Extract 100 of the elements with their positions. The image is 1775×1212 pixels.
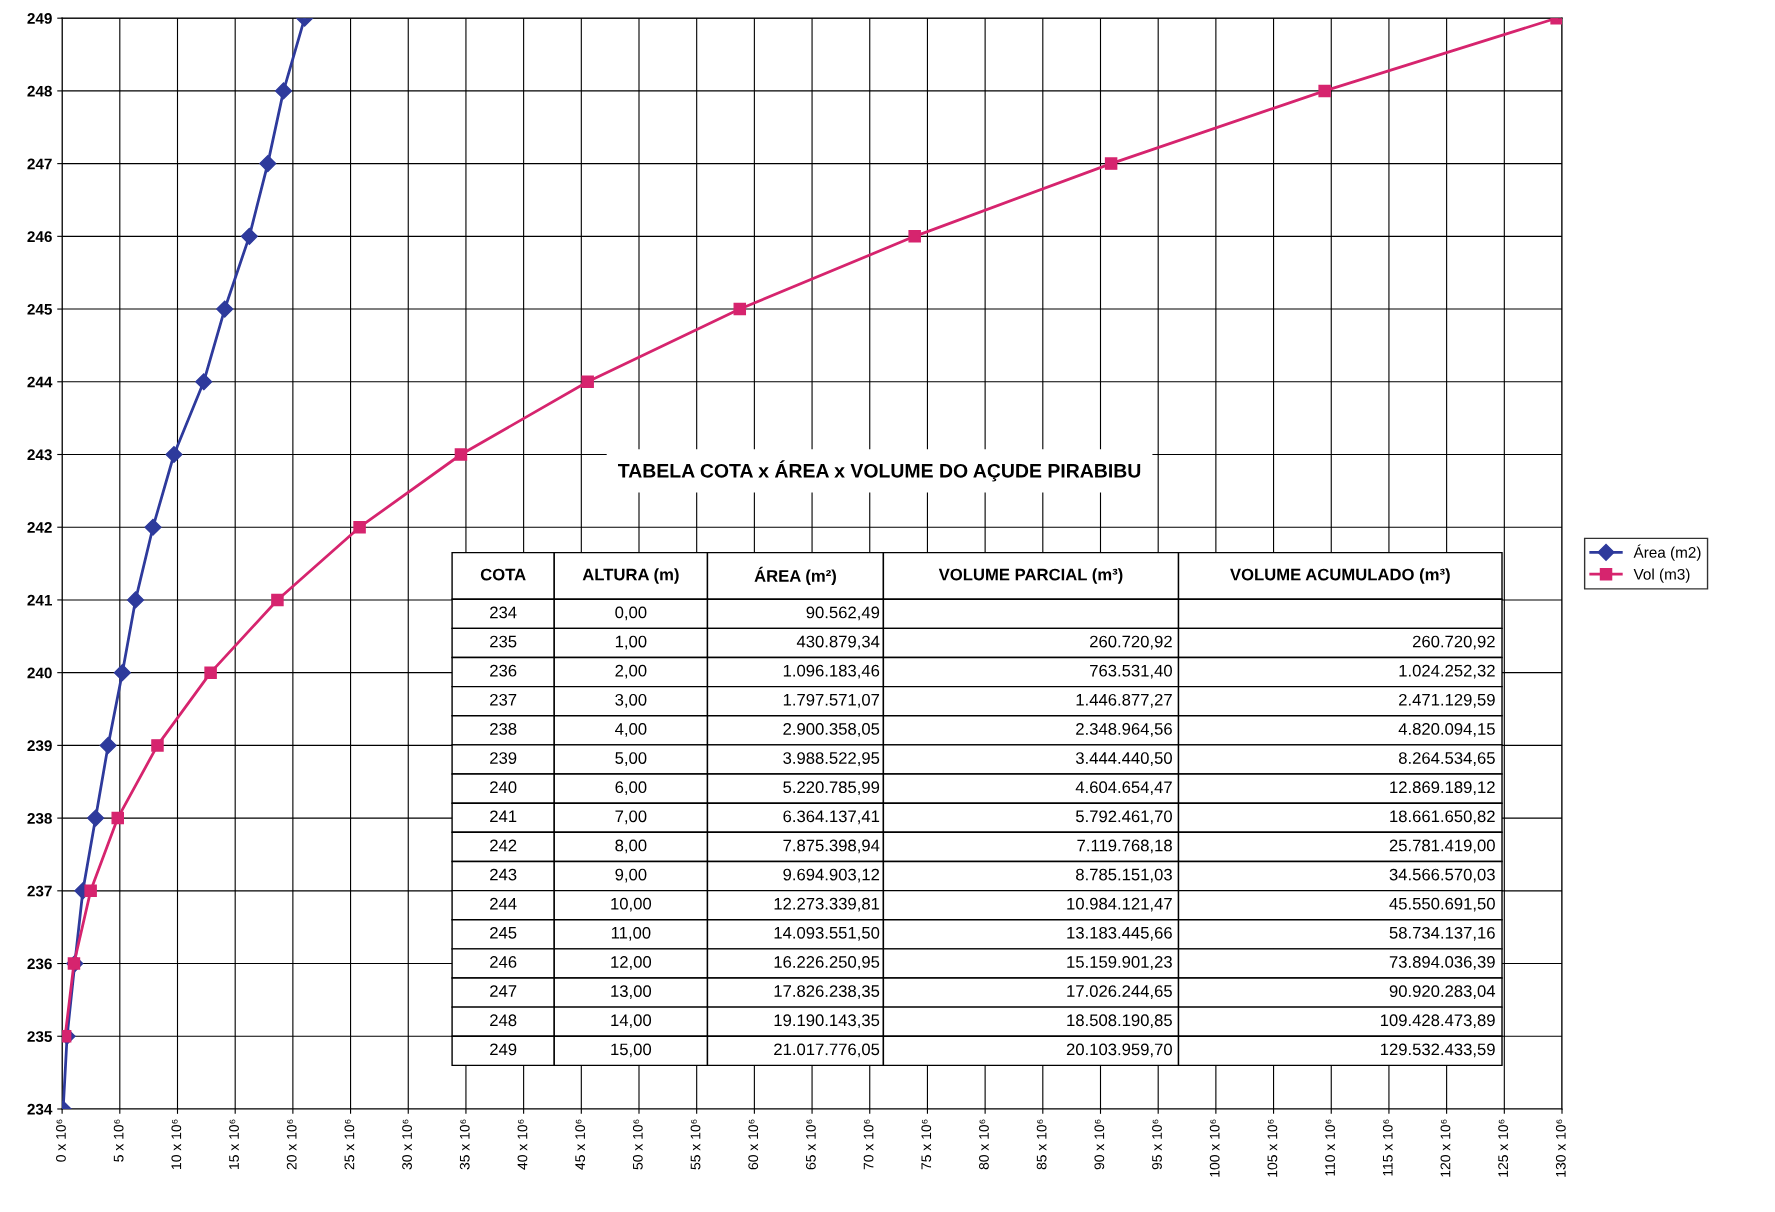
annotation: 239 xyxy=(490,752,517,764)
annotation: 109.428.473,89 xyxy=(1380,1014,1495,1029)
annotation: 6,00 xyxy=(615,781,647,796)
x-tick-label: 35 x 10⁶ xyxy=(459,1119,470,1170)
y-tick-label: 247 xyxy=(27,158,52,170)
annotation: 237 xyxy=(490,693,517,706)
legend-label: Área (m2) xyxy=(1633,544,1701,561)
x-tick-label: 90 x 10⁶ xyxy=(1094,1119,1105,1170)
x-tick-label: 115 x 10⁶ xyxy=(1382,1119,1393,1176)
annotation: 242 xyxy=(490,839,517,852)
annotation: 245 xyxy=(490,926,517,939)
annotation: 260.720,92 xyxy=(1090,635,1172,650)
annotation: 3,00 xyxy=(615,693,647,708)
annotation: 73.894.036,39 xyxy=(1389,956,1495,970)
annotation: 5,00 xyxy=(615,752,647,766)
annotation: 5.220.785,99 xyxy=(783,781,880,796)
y-tick-label: 235 xyxy=(27,1031,52,1042)
annotation: 260.720,92 xyxy=(1412,635,1495,650)
y-tick-label: 240 xyxy=(27,667,52,679)
annotation: 14,00 xyxy=(611,1014,652,1029)
annotation: 4.604.654,47 xyxy=(1075,781,1172,796)
y-tick-label: 236 xyxy=(27,958,52,970)
annotation: 58.734.137,16 xyxy=(1389,926,1495,941)
annotation: 2.900.358,05 xyxy=(783,723,880,737)
annotation: 240 xyxy=(490,781,517,794)
annotation: 238 xyxy=(490,723,517,735)
annotation: 34.566.570,03 xyxy=(1389,868,1495,883)
annotation: 90.562,49 xyxy=(806,606,880,621)
y-tick-label: 245 xyxy=(27,303,52,315)
annotation: 244 xyxy=(490,897,517,910)
x-tick-label: 65 x 10⁶ xyxy=(805,1119,816,1170)
y-tick-label: 238 xyxy=(27,812,52,824)
y-tick-label: 248 xyxy=(27,85,52,97)
annotation: 243 xyxy=(490,868,517,881)
x-tick-label: 85 x 10⁶ xyxy=(1036,1119,1047,1170)
annotation: 12.869.189,12 xyxy=(1390,781,1495,796)
annotation: 129.532.433,59 xyxy=(1380,1043,1495,1058)
annotation: 17.026.244,65 xyxy=(1067,985,1172,999)
x-tick-label: 120 x 10⁶ xyxy=(1440,1119,1451,1177)
x-tick-label: 105 x 10⁶ xyxy=(1267,1119,1278,1177)
annotation: 5.792.461,70 xyxy=(1075,810,1172,825)
legend-label: Vol (m3) xyxy=(1633,568,1690,583)
annotation: 7.875.398,94 xyxy=(783,839,880,854)
x-tick-label: 10 x 10⁶ xyxy=(171,1119,182,1169)
annotation: 12,00 xyxy=(611,956,652,970)
annotation: 13,00 xyxy=(611,985,652,999)
annotation: 249 xyxy=(490,1043,517,1056)
annotation: 1.446.877,27 xyxy=(1076,693,1172,708)
y-tick-label: 234 xyxy=(27,1103,53,1115)
annotation: 7,00 xyxy=(615,810,647,825)
x-tick-label: 55 x 10⁶ xyxy=(690,1119,701,1170)
annotation: 248 xyxy=(490,1014,517,1027)
annotation: 10,00 xyxy=(611,897,652,912)
annotation: 12.273.339,81 xyxy=(774,897,880,912)
annotation: VOLUME PARCIAL (m³) xyxy=(938,568,1123,584)
annotation: 0,00 xyxy=(615,606,647,621)
y-tick-label: 237 xyxy=(27,885,52,897)
annotation: 9,00 xyxy=(615,868,647,883)
annotation: 6.364.137,41 xyxy=(783,810,880,825)
annotation: 7.119.768,18 xyxy=(1077,839,1172,854)
y-tick-label: 246 xyxy=(27,231,52,243)
annotation: 246 xyxy=(490,956,517,968)
y-tick-label: 244 xyxy=(27,376,53,388)
annotation: 2.471.129,59 xyxy=(1399,693,1495,708)
annotation: 1.024.252,32 xyxy=(1399,664,1495,679)
annotation: 17.826.238,35 xyxy=(774,985,880,999)
annotation: 235 xyxy=(490,635,517,648)
annotation: 2,00 xyxy=(615,664,647,679)
annotation: 1.797.571,07 xyxy=(783,693,880,708)
annotation: 10.984.121,47 xyxy=(1067,897,1172,912)
x-tick-label: 0 x 10⁶ xyxy=(56,1119,66,1162)
x-tick-label: 50 x 10⁶ xyxy=(632,1119,643,1170)
x-tick-label: 95 x 10⁶ xyxy=(1152,1119,1162,1170)
x-tick-label: 60 x 10⁶ xyxy=(748,1119,759,1170)
annotation: 15.159.901,23 xyxy=(1067,956,1172,970)
x-tick-label: 20 x 10⁶ xyxy=(286,1119,297,1170)
x-tick-label: 130 x 10⁶ xyxy=(1555,1119,1566,1177)
annotation: 3.988.522,95 xyxy=(783,752,880,766)
annotation: 90.920.283,04 xyxy=(1389,985,1496,999)
x-tick-label: 75 x 10⁶ xyxy=(921,1119,932,1170)
annotation: 8.264.534,65 xyxy=(1398,752,1495,766)
x-tick-label: 5 x 10⁶ xyxy=(113,1119,124,1162)
annotation: 25.781.419,00 xyxy=(1389,839,1495,854)
annotation: 2.348.964,56 xyxy=(1076,723,1172,737)
x-tick-label: 40 x 10⁶ xyxy=(517,1119,528,1170)
annotation: 15,00 xyxy=(611,1043,652,1058)
annotation: 4.820.094,15 xyxy=(1398,723,1495,737)
annotation: 18.508.190,85 xyxy=(1067,1014,1172,1029)
annotation: 247 xyxy=(490,985,517,997)
y-tick-label: 239 xyxy=(27,740,52,752)
y-tick-label: 242 xyxy=(27,522,52,533)
annotation: 18.661.650,82 xyxy=(1390,810,1495,825)
annotation: 1,00 xyxy=(615,635,647,650)
annotation: ALTURA (m) xyxy=(582,568,679,584)
x-tick-label: 125 x 10⁶ xyxy=(1498,1119,1509,1177)
annotation: 430.879,34 xyxy=(796,635,880,650)
annotation: 8,00 xyxy=(615,839,647,854)
x-tick-label: 70 x 10⁶ xyxy=(863,1119,874,1170)
y-tick-label: 249 xyxy=(27,13,52,24)
annotation: COTA xyxy=(480,568,526,581)
